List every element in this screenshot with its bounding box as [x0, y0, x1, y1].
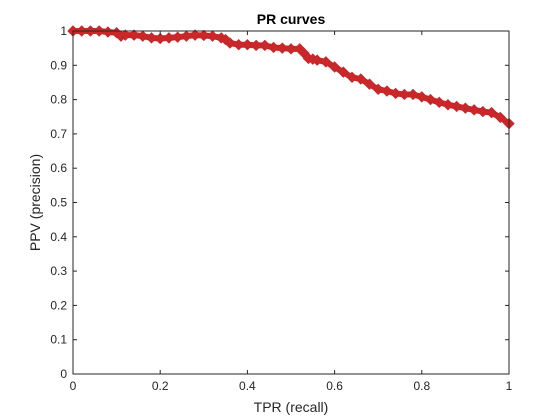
y-tick-label: 0.9	[50, 58, 67, 72]
y-tick-label: 0.6	[50, 161, 67, 175]
pr-curve-point	[171, 31, 184, 43]
pr-curve-point	[145, 32, 158, 44]
pr-curve-point	[433, 96, 445, 109]
pr-curve-point	[128, 29, 140, 41]
pr-curve-point	[381, 85, 393, 97]
y-axis-label: PPV (precision)	[27, 154, 43, 251]
series-layer	[67, 25, 515, 130]
pr-curve-point	[346, 71, 358, 84]
pr-curve-point	[241, 39, 254, 51]
y-tick-label: 1	[60, 24, 67, 38]
x-tick-label: 1	[506, 379, 513, 393]
x-axis-label: TPR (recall)	[254, 399, 329, 415]
y-tick-label: 0	[60, 367, 67, 381]
y-axis-ticks: 0 0.1 0.2 0.3 0.4 0.5 0.6 0.7 0.8 0.9 1	[50, 24, 509, 381]
y-tick-label: 0.1	[50, 333, 67, 347]
pr-curve-point	[398, 88, 411, 101]
pr-curve-point	[232, 39, 245, 51]
pr-curve-point	[416, 91, 428, 103]
pr-curve-point	[163, 32, 175, 44]
chart-title: PR curves	[257, 11, 326, 27]
pr-curve-point	[285, 43, 297, 55]
pr-curve-point	[389, 87, 402, 100]
pr-curve-point	[477, 105, 489, 118]
pr-curve-point	[328, 61, 341, 73]
x-axis-ticks: 0 0.2 0.4 0.6 0.8 1	[70, 31, 513, 393]
pr-curve-point	[424, 93, 437, 106]
pr-curve-point	[485, 106, 498, 119]
x-tick-label: 0.6	[326, 379, 343, 393]
pr-curve-point	[137, 30, 149, 42]
pr-curve-point	[450, 100, 463, 113]
x-tick-label: 0	[70, 379, 77, 393]
pr-curve-point	[259, 39, 271, 52]
pr-curve-point	[250, 39, 262, 52]
pr-curve-point	[276, 42, 288, 54]
pr-curve-point	[224, 37, 236, 49]
pr-curve-point	[363, 78, 376, 90]
pr-curve-point	[198, 29, 210, 42]
y-tick-label: 0.5	[50, 196, 67, 210]
pr-curve-point	[206, 30, 219, 42]
pr-curve-point	[267, 41, 280, 54]
pr-curve-point	[320, 56, 332, 68]
pr-curve-point	[442, 99, 454, 111]
y-tick-label: 0.7	[50, 127, 67, 141]
x-tick-label: 0.4	[239, 379, 256, 393]
pr-curve-point	[407, 88, 419, 101]
pr-curve-point	[189, 29, 201, 41]
pr-curve-point	[311, 54, 323, 66]
pr-curve-point	[372, 83, 384, 96]
x-tick-label: 0.2	[152, 379, 169, 393]
x-tick-label: 0.8	[413, 379, 430, 393]
pr-curve-point	[459, 102, 472, 114]
y-tick-label: 0.2	[50, 298, 67, 312]
y-tick-label: 0.8	[50, 93, 67, 107]
pr-curve-point	[355, 73, 367, 85]
pr-curve-point	[180, 30, 193, 42]
pr-curve-point	[119, 29, 132, 41]
pr-curve-point	[494, 111, 506, 124]
pr-curve-point	[102, 26, 114, 38]
pr-curve-point	[154, 32, 166, 45]
pr-curve-point	[337, 66, 350, 78]
plot-area	[73, 31, 509, 374]
y-tick-label: 0.3	[50, 264, 67, 278]
y-tick-label: 0.4	[50, 230, 67, 244]
pr-curve-point	[468, 104, 480, 116]
